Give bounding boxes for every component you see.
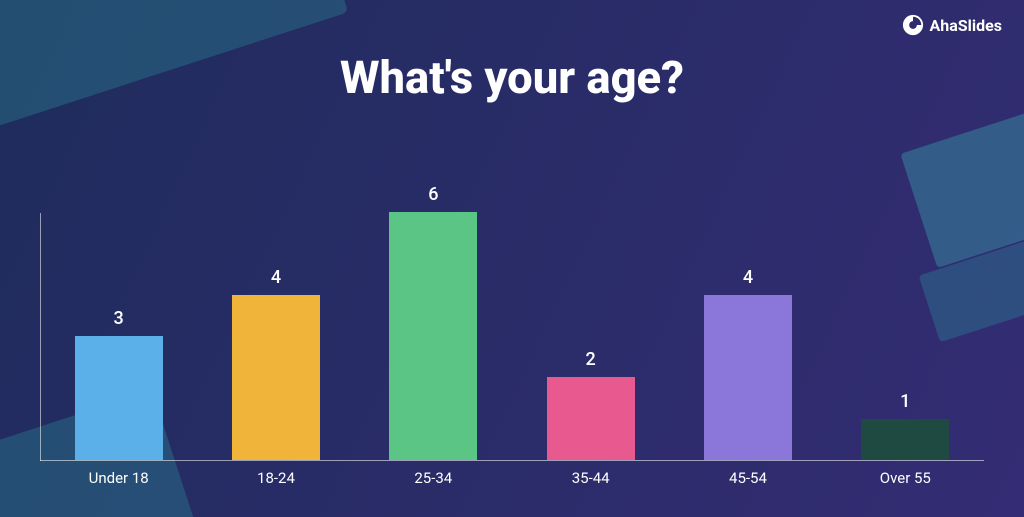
brand-logo-icon	[902, 14, 924, 36]
brand-badge: AhaSlides	[902, 14, 1002, 36]
chart-plot-area: 346241	[40, 213, 984, 461]
bar-slot: 6	[355, 213, 512, 460]
bar-value-label: 2	[547, 349, 635, 370]
x-axis-label: 35-44	[512, 469, 669, 487]
x-axis-labels: Under 1818-2425-3435-4445-54Over 55	[40, 469, 984, 487]
brand-name: AhaSlides	[930, 16, 1002, 35]
slide-root: AhaSlides What's your age? 346241 Under …	[0, 0, 1024, 517]
bar-value-label: 4	[232, 267, 320, 288]
bar-slot: 4	[669, 213, 826, 460]
x-axis-label: 45-54	[669, 469, 826, 487]
x-axis-label: Over 55	[827, 469, 984, 487]
bar-slot: 1	[827, 213, 984, 460]
bar: 2	[547, 377, 635, 460]
bar-slot: 4	[197, 213, 354, 460]
bar: 4	[232, 295, 320, 460]
bar-value-label: 1	[861, 391, 949, 412]
x-axis-label: 25-34	[355, 469, 512, 487]
slide-title: What's your age?	[0, 52, 1024, 105]
bar-value-label: 6	[389, 184, 477, 205]
x-axis-label: Under 18	[40, 469, 197, 487]
bar-value-label: 3	[75, 308, 163, 329]
bar-chart: 346241 Under 1818-2425-3435-4445-54Over …	[40, 213, 984, 493]
x-axis-label: 18-24	[197, 469, 354, 487]
bar-value-label: 4	[704, 267, 792, 288]
bar: 1	[861, 419, 949, 460]
bar: 4	[704, 295, 792, 460]
bar: 3	[75, 336, 163, 460]
bar: 6	[389, 212, 477, 460]
bar-slot: 3	[40, 213, 197, 460]
bar-slot: 2	[512, 213, 669, 460]
